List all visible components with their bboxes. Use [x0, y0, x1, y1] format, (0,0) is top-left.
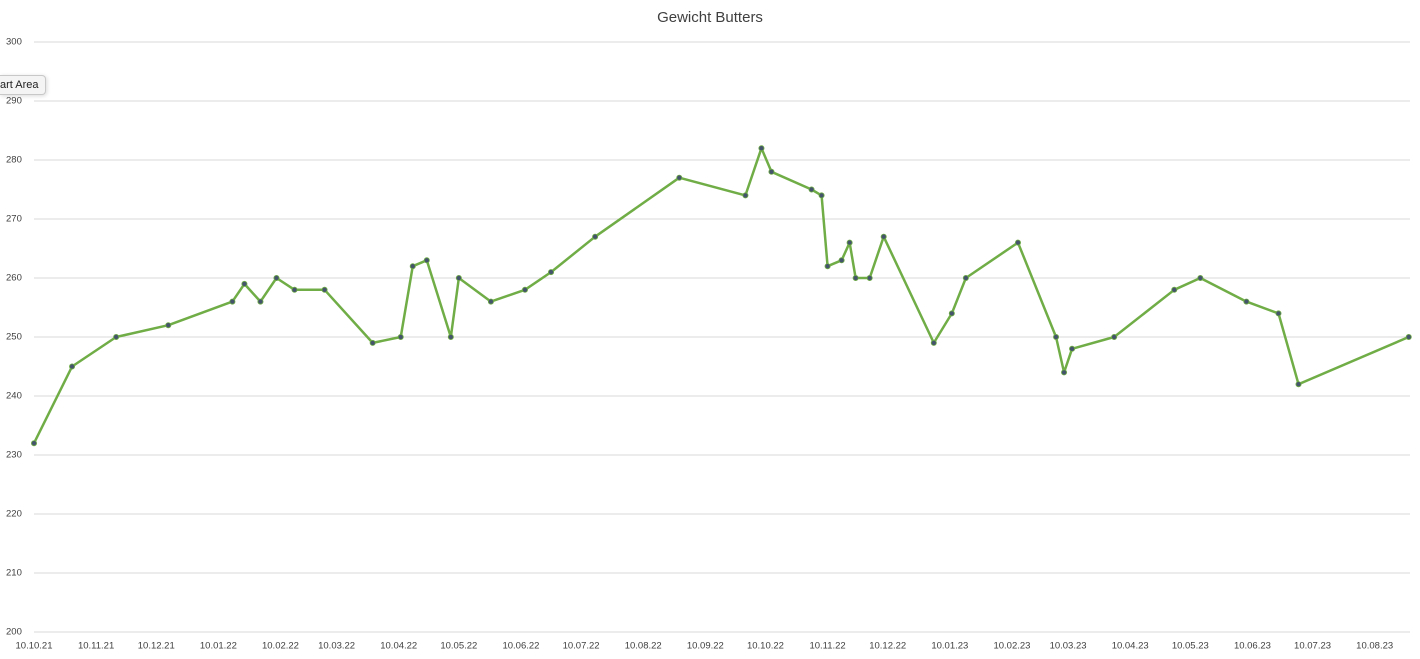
point — [1171, 286, 1178, 293]
x-tick-label: 10.01.23 — [931, 641, 968, 652]
y-tick-label: 230 — [6, 450, 22, 461]
point — [824, 263, 831, 270]
point — [447, 333, 454, 340]
y-tick-label: 300 — [6, 37, 22, 48]
y-tick-label: 220 — [6, 509, 22, 520]
x-tick-label: 10.04.23 — [1112, 641, 1149, 652]
point — [1197, 274, 1204, 281]
point — [397, 333, 404, 340]
point — [1405, 333, 1412, 340]
point — [676, 174, 683, 181]
point — [1243, 298, 1250, 305]
point — [455, 274, 462, 281]
x-tick-label: 10.04.22 — [380, 641, 417, 652]
tooltip: art Area — [0, 75, 46, 95]
point — [369, 339, 376, 346]
x-tick-label: 10.06.23 — [1234, 641, 1271, 652]
x-tick-label: 10.05.22 — [440, 641, 477, 652]
x-tick-label: 10.01.22 — [200, 641, 237, 652]
point — [241, 280, 248, 287]
point — [1111, 333, 1118, 340]
point — [866, 274, 873, 281]
x-tick-label: 10.12.22 — [869, 641, 906, 652]
point — [521, 286, 528, 293]
point — [30, 440, 37, 447]
point — [846, 239, 853, 246]
point — [758, 145, 765, 152]
point — [1061, 369, 1068, 376]
point — [423, 257, 430, 264]
point — [742, 192, 749, 199]
point — [948, 310, 955, 317]
point — [273, 274, 280, 281]
line — [32, 146, 1410, 444]
y-tick-label: 210 — [6, 568, 22, 579]
x-tick-label: 10.08.22 — [625, 641, 662, 652]
x-tick-label: 10.06.22 — [502, 641, 539, 652]
point — [592, 233, 599, 240]
x-tick-label: 10.12.21 — [138, 641, 175, 652]
point — [818, 192, 825, 199]
x-tick-label: 10.05.23 — [1172, 641, 1209, 652]
x-tick-label: 10.03.22 — [318, 641, 355, 652]
x-tick-label: 10.10.21 — [16, 641, 53, 652]
point — [838, 257, 845, 264]
point — [113, 333, 120, 340]
x-tick-label: 10.09.22 — [687, 641, 724, 652]
point — [487, 298, 494, 305]
point — [1069, 345, 1076, 352]
point — [257, 298, 264, 305]
y-tick-label: 250 — [6, 332, 22, 343]
y-tick-label: 280 — [6, 155, 22, 166]
point — [321, 286, 328, 293]
point — [165, 322, 172, 329]
point — [768, 168, 775, 175]
point — [1275, 310, 1282, 317]
y-tick-label: 240 — [6, 391, 22, 402]
x-tick-label: 10.02.22 — [262, 641, 299, 652]
point — [852, 274, 859, 281]
point — [962, 274, 969, 281]
point — [409, 263, 416, 270]
y-tick-label: 270 — [6, 214, 22, 225]
x-tick-label: 10.07.22 — [563, 641, 600, 652]
point — [1014, 239, 1021, 246]
x-tick-label: 10.11.22 — [809, 641, 845, 652]
y-tick-label: 260 — [6, 273, 22, 284]
x-tick-label: 10.07.23 — [1294, 641, 1331, 652]
point — [548, 269, 555, 276]
y-tick-label: 290 — [6, 96, 22, 107]
point — [880, 233, 887, 240]
chart-title: Gewicht Butters — [657, 9, 763, 26]
x-tick-label: 10.11.21 — [78, 641, 114, 652]
point — [808, 186, 815, 193]
x-tick-label: 10.08.23 — [1356, 641, 1393, 652]
x-tick-label: 10.03.23 — [1050, 641, 1087, 652]
point — [1295, 381, 1302, 388]
point — [1053, 333, 1060, 340]
x-tick-label: 10.10.22 — [747, 641, 784, 652]
point — [291, 286, 298, 293]
x-tick-label: 10.02.23 — [993, 641, 1030, 652]
y-tick-label: 200 — [6, 627, 22, 638]
point — [69, 363, 76, 370]
point — [229, 298, 236, 305]
point — [930, 339, 937, 346]
